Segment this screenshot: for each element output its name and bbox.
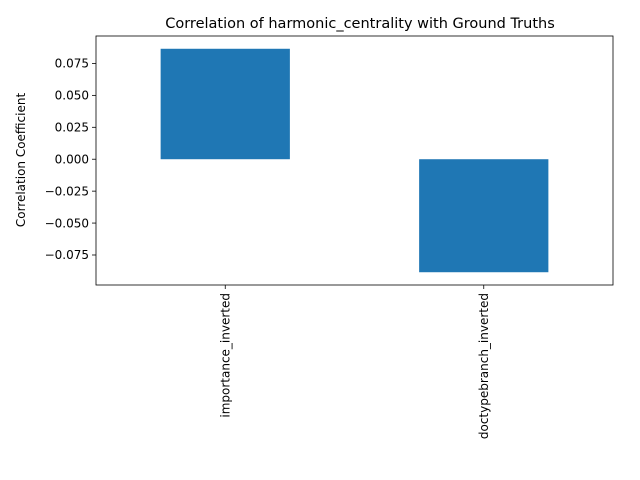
y-tick-label: −0.025 <box>45 184 89 198</box>
x-tick-label: importance_inverted <box>218 293 232 418</box>
y-tick-label: 0.000 <box>55 152 89 166</box>
plot-area: importance_inverted doctypebranch_inverte… <box>45 35 614 439</box>
bar-importance_inverted <box>160 48 290 160</box>
y-tick-label: −0.050 <box>45 216 89 230</box>
y-tick-label: 0.025 <box>55 121 89 135</box>
y-tick-label: −0.075 <box>45 248 89 262</box>
axes-frame <box>95 35 614 286</box>
chart-title: Correlation of harmonic_centrality with … <box>165 16 555 32</box>
y-tick-label: 0.050 <box>55 89 89 103</box>
bar-doctypebranch_inverted <box>419 159 549 273</box>
y-axis-label: Correlation Coefficient <box>14 93 28 228</box>
x-tick-label: doctypebranch_inverted <box>477 293 491 439</box>
y-tick-label: 0.075 <box>55 57 89 71</box>
